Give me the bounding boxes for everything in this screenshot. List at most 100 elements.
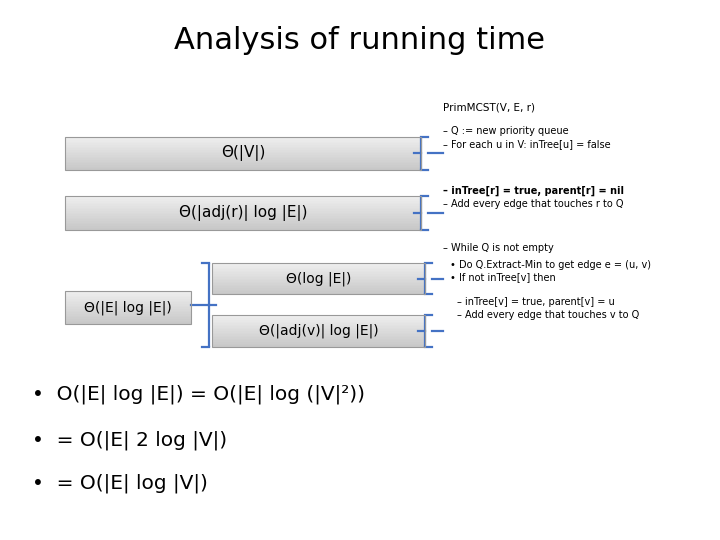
- FancyBboxPatch shape: [65, 295, 191, 297]
- FancyBboxPatch shape: [65, 223, 421, 225]
- FancyBboxPatch shape: [65, 155, 421, 157]
- Text: • Do Q.Extract-Min to get edge e = (u, v): • Do Q.Extract-Min to get edge e = (u, v…: [450, 260, 651, 269]
- FancyBboxPatch shape: [212, 293, 425, 294]
- Text: – inTree[v] = true, parent[v] = u: – inTree[v] = true, parent[v] = u: [457, 298, 615, 307]
- FancyBboxPatch shape: [212, 266, 425, 268]
- FancyBboxPatch shape: [65, 291, 191, 292]
- FancyBboxPatch shape: [212, 339, 425, 340]
- FancyBboxPatch shape: [212, 320, 425, 322]
- FancyBboxPatch shape: [65, 152, 421, 153]
- FancyBboxPatch shape: [65, 292, 191, 294]
- Text: •  = O(|E| log |V|): • = O(|E| log |V|): [32, 474, 208, 493]
- FancyBboxPatch shape: [65, 198, 421, 199]
- FancyBboxPatch shape: [212, 268, 425, 269]
- FancyBboxPatch shape: [212, 265, 425, 266]
- FancyBboxPatch shape: [212, 322, 425, 323]
- FancyBboxPatch shape: [65, 138, 421, 140]
- FancyBboxPatch shape: [65, 168, 421, 170]
- FancyBboxPatch shape: [65, 164, 421, 165]
- FancyBboxPatch shape: [212, 326, 425, 328]
- FancyBboxPatch shape: [65, 307, 191, 309]
- FancyBboxPatch shape: [65, 143, 421, 145]
- FancyBboxPatch shape: [212, 331, 425, 333]
- FancyBboxPatch shape: [65, 294, 191, 295]
- FancyBboxPatch shape: [212, 338, 425, 339]
- FancyBboxPatch shape: [212, 291, 425, 293]
- FancyBboxPatch shape: [212, 272, 425, 274]
- FancyBboxPatch shape: [65, 213, 421, 214]
- FancyBboxPatch shape: [65, 211, 421, 213]
- FancyBboxPatch shape: [212, 284, 425, 285]
- Text: Θ(|V|): Θ(|V|): [221, 145, 265, 161]
- FancyBboxPatch shape: [65, 309, 191, 310]
- FancyBboxPatch shape: [65, 141, 421, 143]
- FancyBboxPatch shape: [65, 314, 191, 315]
- FancyBboxPatch shape: [65, 196, 421, 198]
- FancyBboxPatch shape: [65, 153, 421, 155]
- FancyBboxPatch shape: [212, 269, 425, 271]
- Text: Θ(log |E|): Θ(log |E|): [286, 272, 351, 286]
- FancyBboxPatch shape: [65, 228, 421, 230]
- FancyBboxPatch shape: [65, 148, 421, 150]
- FancyBboxPatch shape: [212, 334, 425, 336]
- FancyBboxPatch shape: [65, 160, 421, 162]
- FancyBboxPatch shape: [65, 147, 421, 149]
- FancyBboxPatch shape: [212, 345, 425, 347]
- FancyBboxPatch shape: [65, 162, 421, 164]
- Text: Θ(|adj(v)| log |E|): Θ(|adj(v)| log |E|): [258, 324, 379, 338]
- FancyBboxPatch shape: [65, 214, 421, 216]
- Text: – For each u in V: inTree[u] = false: – For each u in V: inTree[u] = false: [443, 139, 611, 149]
- FancyBboxPatch shape: [212, 282, 425, 284]
- FancyBboxPatch shape: [65, 167, 421, 168]
- FancyBboxPatch shape: [65, 202, 421, 205]
- FancyBboxPatch shape: [212, 342, 425, 343]
- FancyBboxPatch shape: [212, 271, 425, 272]
- FancyBboxPatch shape: [212, 323, 425, 325]
- FancyBboxPatch shape: [65, 299, 191, 301]
- FancyBboxPatch shape: [65, 318, 191, 319]
- FancyBboxPatch shape: [65, 206, 421, 208]
- FancyBboxPatch shape: [65, 312, 191, 314]
- FancyBboxPatch shape: [212, 263, 425, 265]
- FancyBboxPatch shape: [65, 301, 191, 302]
- FancyBboxPatch shape: [65, 137, 421, 138]
- Text: •  = O(|E| 2 log |V|): • = O(|E| 2 log |V|): [32, 430, 228, 450]
- FancyBboxPatch shape: [65, 145, 421, 147]
- FancyBboxPatch shape: [212, 333, 425, 334]
- FancyBboxPatch shape: [212, 319, 425, 320]
- Text: – Add every edge that touches r to Q: – Add every edge that touches r to Q: [443, 199, 624, 209]
- Text: – Q := new priority queue: – Q := new priority queue: [443, 126, 568, 136]
- FancyBboxPatch shape: [212, 325, 425, 326]
- Text: • If not inTree[v] then: • If not inTree[v] then: [450, 272, 556, 282]
- Text: •  O(|E| log |E|) = O(|E| log (|V|²)): • O(|E| log |E|) = O(|E| log (|V|²)): [32, 384, 365, 404]
- FancyBboxPatch shape: [65, 315, 191, 318]
- FancyBboxPatch shape: [65, 150, 421, 152]
- Text: – Add every edge that touches v to Q: – Add every edge that touches v to Q: [457, 310, 639, 320]
- FancyBboxPatch shape: [65, 321, 191, 322]
- FancyBboxPatch shape: [65, 205, 421, 206]
- FancyBboxPatch shape: [65, 226, 421, 228]
- FancyBboxPatch shape: [212, 288, 425, 289]
- FancyBboxPatch shape: [212, 343, 425, 345]
- FancyBboxPatch shape: [65, 201, 421, 202]
- FancyBboxPatch shape: [65, 210, 421, 211]
- FancyBboxPatch shape: [65, 208, 421, 210]
- Text: PrimMCST(V, E, r): PrimMCST(V, E, r): [443, 103, 535, 113]
- Text: Analysis of running time: Analysis of running time: [174, 26, 546, 55]
- FancyBboxPatch shape: [212, 274, 425, 275]
- FancyBboxPatch shape: [65, 218, 421, 219]
- FancyBboxPatch shape: [65, 225, 421, 226]
- Text: – While Q is not empty: – While Q is not empty: [443, 244, 554, 253]
- FancyBboxPatch shape: [65, 199, 421, 201]
- FancyBboxPatch shape: [212, 280, 425, 282]
- Text: Θ(|E| log |E|): Θ(|E| log |E|): [84, 300, 171, 314]
- FancyBboxPatch shape: [212, 275, 425, 277]
- FancyBboxPatch shape: [65, 310, 191, 312]
- FancyBboxPatch shape: [65, 319, 191, 321]
- FancyBboxPatch shape: [212, 328, 425, 329]
- FancyBboxPatch shape: [65, 165, 421, 167]
- FancyBboxPatch shape: [212, 289, 425, 291]
- Text: Θ(|adj(r)| log |E|): Θ(|adj(r)| log |E|): [179, 205, 307, 221]
- FancyBboxPatch shape: [65, 322, 191, 324]
- FancyBboxPatch shape: [65, 221, 421, 223]
